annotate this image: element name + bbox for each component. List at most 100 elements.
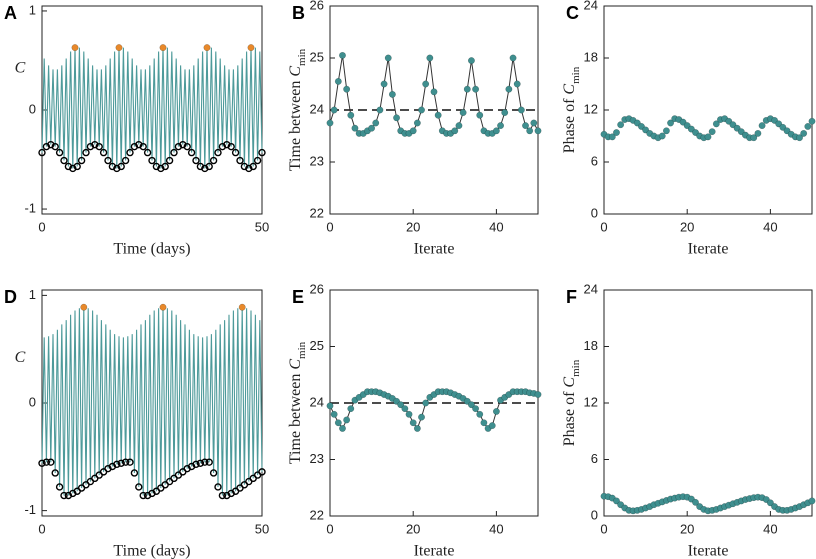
data-point xyxy=(796,134,803,142)
y-label-sub: min xyxy=(296,341,308,359)
data-point xyxy=(804,123,812,130)
x-tick-label: 20 xyxy=(680,521,694,536)
data-point xyxy=(209,469,218,477)
data-point xyxy=(708,128,716,136)
data-point xyxy=(55,148,64,157)
data-point xyxy=(476,111,484,119)
y-tick-label: 0 xyxy=(591,205,598,220)
data-point xyxy=(253,156,262,165)
data-point xyxy=(380,80,388,88)
y-tick-label: 24 xyxy=(310,101,324,116)
data-point xyxy=(426,54,434,62)
y-axis-label: Time between Cmin xyxy=(287,341,308,464)
data-point xyxy=(187,148,196,157)
data-point xyxy=(472,405,480,413)
data-point xyxy=(60,156,68,165)
y-axis-label: Phase of Cmin xyxy=(561,359,582,446)
data-point xyxy=(330,106,338,114)
axes-box xyxy=(603,5,813,215)
panel-letter: A xyxy=(4,3,17,23)
y-tick-label: 18 xyxy=(584,49,598,64)
data-point xyxy=(534,391,542,398)
data-point xyxy=(214,148,222,157)
x-axis-label: Iterate xyxy=(688,241,729,258)
data-point xyxy=(183,142,191,151)
data-point xyxy=(326,119,334,127)
data-point xyxy=(418,413,425,421)
data-point xyxy=(117,162,125,171)
data-point xyxy=(409,419,417,427)
y-tick-label: 23 xyxy=(310,451,324,466)
data-point xyxy=(480,419,488,427)
axes-box xyxy=(603,289,813,517)
data-point xyxy=(38,459,46,467)
data-point xyxy=(692,498,699,506)
y-label-text: Time between xyxy=(287,374,304,465)
data-point xyxy=(501,109,509,117)
data-point xyxy=(754,129,762,137)
x-tick-label: 0 xyxy=(600,219,607,234)
data-point xyxy=(413,424,421,432)
data-point xyxy=(330,410,338,418)
data-point xyxy=(227,142,235,151)
y-tick-label: 6 xyxy=(591,153,598,168)
data-point xyxy=(750,134,758,142)
x-tick-label: 20 xyxy=(680,219,694,234)
data-point xyxy=(218,491,227,500)
data-point xyxy=(388,90,396,98)
y-label-var: C xyxy=(287,359,304,370)
data-point xyxy=(82,148,90,157)
data-point xyxy=(617,121,625,129)
y-label-sub: min xyxy=(570,359,582,377)
y-label-var: C xyxy=(561,377,578,388)
data-point xyxy=(165,156,174,165)
data-point xyxy=(808,117,816,125)
y-tick-label: 0 xyxy=(29,101,36,116)
x-tick-label: 0 xyxy=(38,521,45,536)
series-line xyxy=(41,307,263,496)
data-point xyxy=(159,44,167,52)
y-axis-label: Time between Cmin xyxy=(287,48,308,171)
data-point xyxy=(238,303,246,311)
x-axis-label: Time (days) xyxy=(113,543,190,559)
y-tick-label: 0 xyxy=(29,394,36,409)
data-point xyxy=(121,156,130,165)
y-tick-label: 23 xyxy=(310,153,324,168)
data-point xyxy=(249,162,257,171)
y-label-sub: min xyxy=(296,48,308,66)
data-point xyxy=(534,127,542,135)
data-point xyxy=(667,119,675,127)
y-tick-label: 24 xyxy=(584,281,598,296)
y-tick-label: 0 xyxy=(591,507,598,522)
data-point xyxy=(397,401,405,409)
y-tick-label: 18 xyxy=(584,338,598,353)
x-tick-label: 40 xyxy=(489,219,503,234)
y-label-sub: min xyxy=(570,66,582,84)
data-point xyxy=(47,458,55,466)
panel: B 22 23 24 25 26 0 20 40 Iterate Time between Cmin xyxy=(287,0,542,258)
data-point xyxy=(434,111,442,119)
data-point xyxy=(209,156,218,165)
x-axis-label: Iterate xyxy=(414,241,455,258)
panel-letter: E xyxy=(292,287,304,307)
data-point xyxy=(766,499,774,507)
data-point xyxy=(467,401,475,409)
data-point xyxy=(492,408,500,415)
data-point xyxy=(42,458,51,466)
data-point xyxy=(126,458,134,466)
data-point xyxy=(99,148,108,157)
x-axis-label: Iterate xyxy=(414,543,455,559)
data-point xyxy=(497,122,505,130)
data-point xyxy=(139,142,147,151)
y-label-text: Time between xyxy=(287,81,304,172)
y-label-var: C xyxy=(561,84,578,95)
data-point xyxy=(334,419,342,427)
panel-letter: F xyxy=(566,287,577,307)
data-point xyxy=(712,120,720,128)
y-tick-label: 1 xyxy=(29,287,36,302)
y-tick-label: 12 xyxy=(584,101,598,116)
data-point xyxy=(459,109,467,117)
data-point xyxy=(451,127,459,135)
y-tick-label: 25 xyxy=(310,49,324,64)
